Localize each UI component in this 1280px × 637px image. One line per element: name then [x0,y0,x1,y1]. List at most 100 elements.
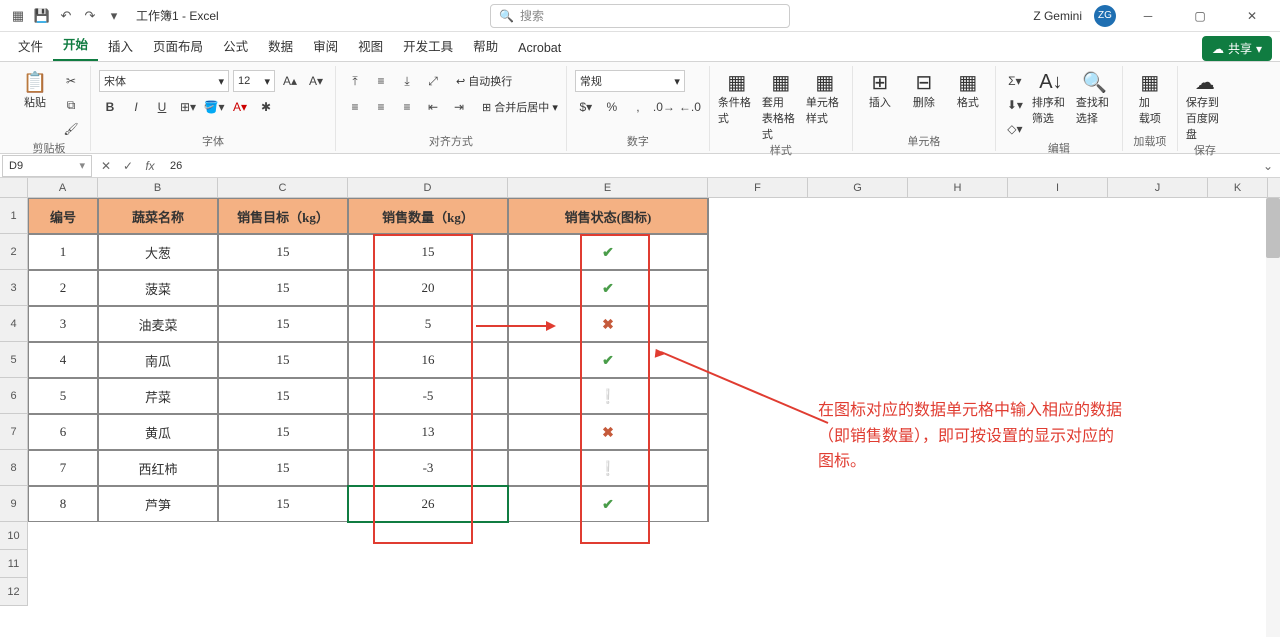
tab-formulas[interactable]: 公式 [213,30,258,61]
fill-color-button[interactable]: 🪣▾ [203,96,225,118]
cell-A6[interactable]: 5 [28,378,98,414]
select-all-corner[interactable] [0,178,28,198]
indent-inc-icon[interactable]: ⇥ [448,96,470,118]
cell-D5[interactable]: 16 [348,342,508,378]
save-icon[interactable]: 💾 [32,6,52,26]
autosum-icon[interactable]: Σ▾ [1004,70,1026,92]
cancel-formula-icon[interactable]: ✕ [96,159,116,173]
cell-B1[interactable]: 蔬菜名称 [98,198,218,234]
row-header-5[interactable]: 5 [0,342,27,378]
cell-B8[interactable]: 西红柿 [98,450,218,486]
delete-cells-button[interactable]: ⊟删除 [905,66,943,110]
cell-F4[interactable] [708,306,808,342]
table-format-button[interactable]: ▦套用 表格格式 [762,66,800,142]
cell-C5[interactable]: 15 [218,342,348,378]
cell-D9[interactable]: 26 [348,486,508,522]
clear-icon[interactable]: ◇▾ [1004,118,1026,140]
cell-C2[interactable]: 15 [218,234,348,270]
cell-styles-button[interactable]: ▦单元格样式 [806,66,844,126]
tab-help[interactable]: 帮助 [463,30,508,61]
row-header-9[interactable]: 9 [0,486,27,522]
conditional-format-button[interactable]: ▦条件格式 [718,66,756,126]
underline-button[interactable]: U [151,96,173,118]
col-header-H[interactable]: H [908,178,1008,197]
collapse-ribbon-icon[interactable]: ⌄ [1256,159,1280,173]
col-header-B[interactable]: B [98,178,218,197]
row-header-12[interactable]: 12 [0,578,27,606]
align-top-icon[interactable]: ⤒ [344,70,366,92]
bold-button[interactable]: B [99,96,121,118]
cell-E3[interactable]: ✔ [508,270,708,306]
increase-font-icon[interactable]: A▴ [279,70,301,92]
cell-E2[interactable]: ✔ [508,234,708,270]
align-right-icon[interactable]: ≡ [396,96,418,118]
cell-C8[interactable]: 15 [218,450,348,486]
qat-more-icon[interactable]: ▾ [104,6,124,26]
cell-F1[interactable] [708,198,808,234]
cell-A5[interactable]: 4 [28,342,98,378]
fx-icon[interactable]: fx [140,159,160,173]
row-header-2[interactable]: 2 [0,234,27,270]
fill-icon[interactable]: ⬇▾ [1004,94,1026,116]
col-header-I[interactable]: I [1008,178,1108,197]
cell-F2[interactable] [708,234,808,270]
col-header-J[interactable]: J [1108,178,1208,197]
cell-B5[interactable]: 南瓜 [98,342,218,378]
merge-center-button[interactable]: ⊞ 合并后居中 ▾ [482,99,558,115]
cell-A8[interactable]: 7 [28,450,98,486]
tab-dev[interactable]: 开发工具 [393,30,463,61]
addins-button[interactable]: ▦加 载项 [1131,66,1169,126]
inc-decimal-icon[interactable]: .0→ [653,96,675,118]
user-avatar[interactable]: ZG [1094,5,1116,27]
font-size-combo[interactable]: 12▾ [233,70,275,92]
share-button[interactable]: ☁ 共享 ▾ [1202,36,1272,61]
cell-F3[interactable] [708,270,808,306]
orientation-icon[interactable]: ⤢ [422,70,444,92]
currency-icon[interactable]: $▾ [575,96,597,118]
cell-B7[interactable]: 黄瓜 [98,414,218,450]
col-header-F[interactable]: F [708,178,808,197]
tab-home[interactable]: 开始 [53,28,98,61]
cell-E8[interactable]: ❕ [508,450,708,486]
align-left-icon[interactable]: ≡ [344,96,366,118]
cell-A1[interactable]: 编号 [28,198,98,234]
cell-D8[interactable]: -3 [348,450,508,486]
cell-B9[interactable]: 芦笋 [98,486,218,522]
cell-C4[interactable]: 15 [218,306,348,342]
search-box[interactable]: 🔍 搜索 [490,4,790,28]
cell-D6[interactable]: -5 [348,378,508,414]
align-center-icon[interactable]: ≡ [370,96,392,118]
cell-B3[interactable]: 菠菜 [98,270,218,306]
cell-D7[interactable]: 13 [348,414,508,450]
insert-cells-button[interactable]: ⊞插入 [861,66,899,110]
col-header-E[interactable]: E [508,178,708,197]
row-header-11[interactable]: 11 [0,550,27,578]
cell-B4[interactable]: 油麦菜 [98,306,218,342]
scrollbar-thumb[interactable] [1266,198,1280,258]
tab-data[interactable]: 数据 [258,30,303,61]
cell-E1[interactable]: 销售状态(图标) [508,198,708,234]
enter-formula-icon[interactable]: ✓ [118,159,138,173]
cell-D3[interactable]: 20 [348,270,508,306]
sort-filter-button[interactable]: A↓排序和筛选 [1032,66,1070,126]
phonetic-button[interactable]: ✱ [255,96,277,118]
cell-A4[interactable]: 3 [28,306,98,342]
decrease-font-icon[interactable]: A▾ [305,70,327,92]
cell-A2[interactable]: 1 [28,234,98,270]
cell-F9[interactable] [708,486,808,522]
col-header-G[interactable]: G [808,178,908,197]
cell-A7[interactable]: 6 [28,414,98,450]
cell-C7[interactable]: 15 [218,414,348,450]
font-name-combo[interactable]: 宋体▾ [99,70,229,92]
row-header-6[interactable]: 6 [0,378,27,414]
cell-B2[interactable]: 大葱 [98,234,218,270]
comma-icon[interactable]: , [627,96,649,118]
border-button[interactable]: ⊞▾ [177,96,199,118]
indent-dec-icon[interactable]: ⇤ [422,96,444,118]
align-middle-icon[interactable]: ≡ [370,70,392,92]
tab-view[interactable]: 视图 [348,30,393,61]
row-header-8[interactable]: 8 [0,450,27,486]
close-button[interactable]: ✕ [1232,2,1272,30]
minimize-button[interactable]: ─ [1128,2,1168,30]
italic-button[interactable]: I [125,96,147,118]
